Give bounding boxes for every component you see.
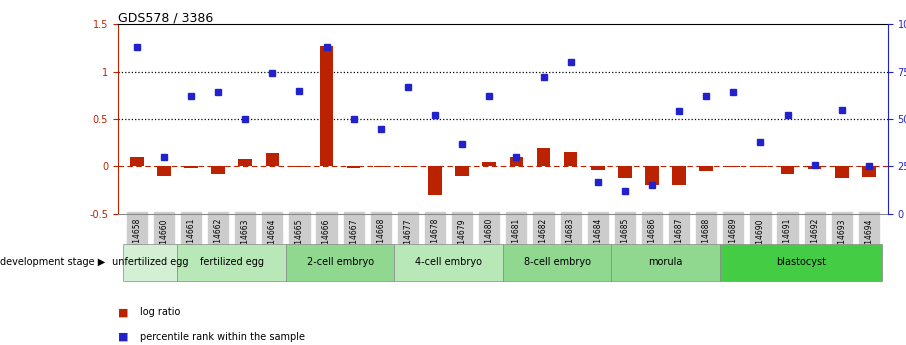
Bar bbox=[719, 244, 882, 281]
Bar bbox=[394, 244, 503, 281]
Text: unfertilized egg: unfertilized egg bbox=[112, 257, 188, 267]
Bar bbox=[320, 46, 333, 167]
Bar bbox=[536, 148, 550, 167]
Bar bbox=[645, 167, 659, 186]
Bar bbox=[564, 152, 577, 167]
Bar bbox=[672, 167, 686, 186]
Bar bbox=[184, 167, 198, 168]
Text: log ratio: log ratio bbox=[140, 307, 181, 317]
Bar bbox=[265, 153, 279, 167]
Bar bbox=[612, 244, 719, 281]
Bar bbox=[178, 244, 286, 281]
Bar bbox=[863, 167, 876, 177]
Text: 2-cell embryo: 2-cell embryo bbox=[306, 257, 373, 267]
Bar bbox=[591, 167, 604, 170]
Bar bbox=[483, 162, 496, 167]
Text: development stage ▶: development stage ▶ bbox=[0, 257, 105, 267]
Text: ■: ■ bbox=[118, 307, 129, 317]
Text: percentile rank within the sample: percentile rank within the sample bbox=[140, 332, 305, 342]
Bar bbox=[781, 167, 795, 174]
Bar bbox=[238, 159, 252, 167]
Bar bbox=[429, 167, 442, 195]
Bar bbox=[699, 167, 713, 171]
Text: GDS578 / 3386: GDS578 / 3386 bbox=[118, 11, 213, 24]
Bar bbox=[347, 167, 361, 168]
Bar bbox=[509, 157, 523, 167]
Bar bbox=[130, 157, 143, 167]
Bar bbox=[286, 244, 394, 281]
Text: 8-cell embryo: 8-cell embryo bbox=[524, 257, 591, 267]
Bar bbox=[456, 167, 469, 176]
Bar bbox=[503, 244, 612, 281]
Bar bbox=[157, 167, 170, 176]
Bar bbox=[123, 244, 178, 281]
Text: morula: morula bbox=[649, 257, 683, 267]
Text: 4-cell embryo: 4-cell embryo bbox=[415, 257, 482, 267]
Bar bbox=[211, 167, 225, 174]
Text: fertilized egg: fertilized egg bbox=[199, 257, 264, 267]
Bar bbox=[618, 167, 631, 178]
Text: ■: ■ bbox=[118, 332, 129, 342]
Text: blastocyst: blastocyst bbox=[776, 257, 826, 267]
Bar bbox=[835, 167, 849, 178]
Bar bbox=[808, 167, 822, 169]
